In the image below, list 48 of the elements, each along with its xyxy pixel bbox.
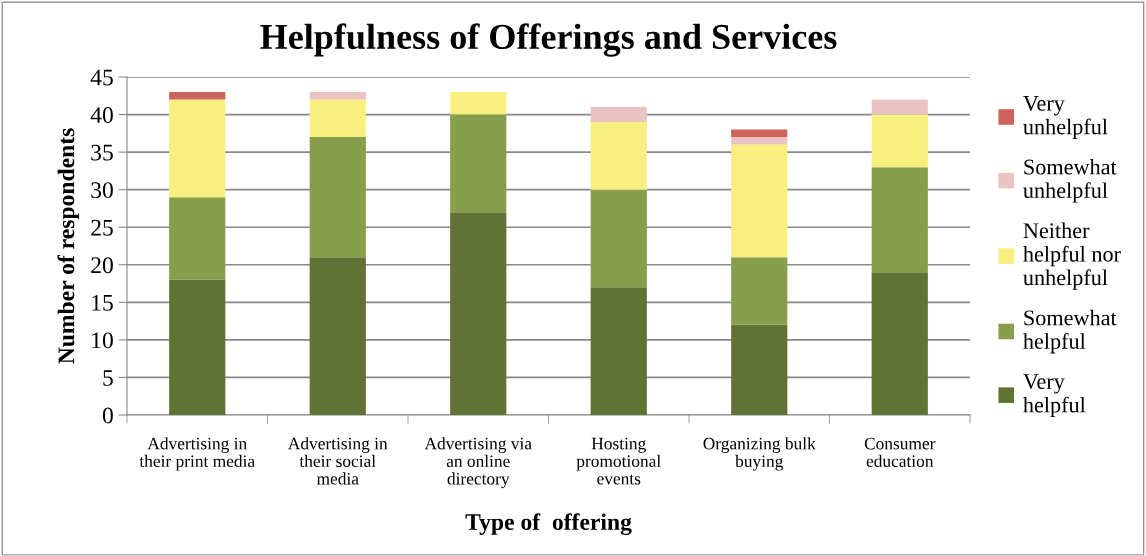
y-tick-label: 5 bbox=[103, 370, 113, 386]
bar bbox=[309, 99, 366, 138]
y-axis-title: Number of respondents bbox=[57, 128, 80, 364]
legend-label: Somewhat unhelpful bbox=[1023, 158, 1117, 203]
bar bbox=[450, 114, 507, 213]
bar bbox=[731, 144, 788, 258]
bar bbox=[731, 324, 788, 415]
bar bbox=[309, 137, 366, 258]
bar bbox=[309, 257, 366, 415]
y-tick-label: 15 bbox=[92, 294, 113, 311]
x-tick-label: Hosting promotional events bbox=[576, 437, 661, 485]
chart-title: Helpfulness of Offerings and Services bbox=[260, 23, 837, 57]
legend-label: Somewhat helpful bbox=[1023, 309, 1117, 354]
x-tick-label: Organizing bulk buying bbox=[703, 437, 816, 471]
bar bbox=[590, 287, 647, 415]
bar bbox=[871, 99, 928, 115]
bar bbox=[731, 137, 788, 145]
y-tick-label: 35 bbox=[91, 144, 113, 161]
y-tick-label: 40 bbox=[90, 107, 113, 123]
x-tick-label: Advertising in their print media bbox=[139, 437, 255, 471]
bar bbox=[169, 92, 226, 100]
bar bbox=[450, 92, 507, 115]
bar bbox=[309, 92, 366, 100]
y-tick-label: 30 bbox=[91, 182, 113, 199]
bar bbox=[169, 279, 226, 415]
bar bbox=[169, 99, 226, 198]
y-tick-label: 20 bbox=[91, 257, 113, 274]
y-tick-label: 25 bbox=[91, 219, 113, 236]
x-axis-title: Type of offering bbox=[465, 513, 632, 535]
legend-label: Very helpful bbox=[1023, 374, 1086, 418]
bar bbox=[871, 167, 928, 273]
bar bbox=[731, 257, 788, 325]
x-tick-label: Advertising via an online directory bbox=[424, 437, 532, 489]
bar bbox=[871, 114, 928, 168]
legend-label: Very unhelpful bbox=[1023, 96, 1108, 139]
bar bbox=[590, 107, 647, 123]
x-tick-label: Consumer education bbox=[864, 437, 936, 467]
bar bbox=[590, 189, 647, 288]
bar bbox=[169, 197, 226, 280]
x-tick-label: Advertising in their social media bbox=[288, 437, 388, 485]
bar bbox=[450, 212, 507, 415]
y-tick-label: 45 bbox=[90, 69, 113, 86]
bar bbox=[871, 272, 928, 415]
bar bbox=[590, 122, 647, 190]
y-tick-label: 10 bbox=[92, 332, 113, 349]
bar bbox=[731, 129, 788, 138]
legend-label: Neither helpful nor unhelpful bbox=[1023, 222, 1121, 290]
y-tick-label: 0 bbox=[102, 407, 113, 424]
